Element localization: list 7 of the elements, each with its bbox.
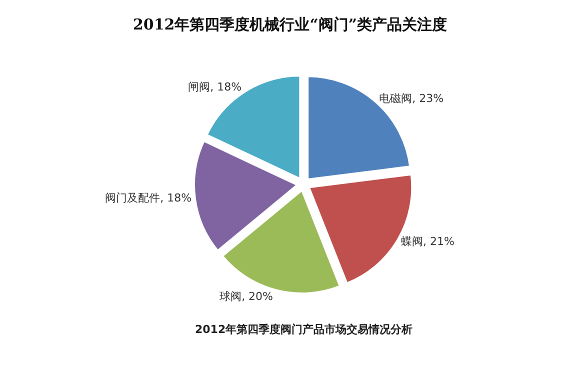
slice-label: 闸阀, 18% <box>188 80 242 94</box>
slice-label: 蝶阀, 21% <box>401 235 454 248</box>
chart-title: 2012年第四季度机械行业“阀门”类产品关注度 <box>132 15 448 34</box>
slice-label: 阀门及配件, 18% <box>105 191 192 204</box>
slice-label: 电磁阀, 23% <box>379 92 444 105</box>
text: 2012年第四季度阀门产品市场交易情况分析 <box>195 323 413 336</box>
slice-label: 球阀, 20% <box>220 290 274 303</box>
